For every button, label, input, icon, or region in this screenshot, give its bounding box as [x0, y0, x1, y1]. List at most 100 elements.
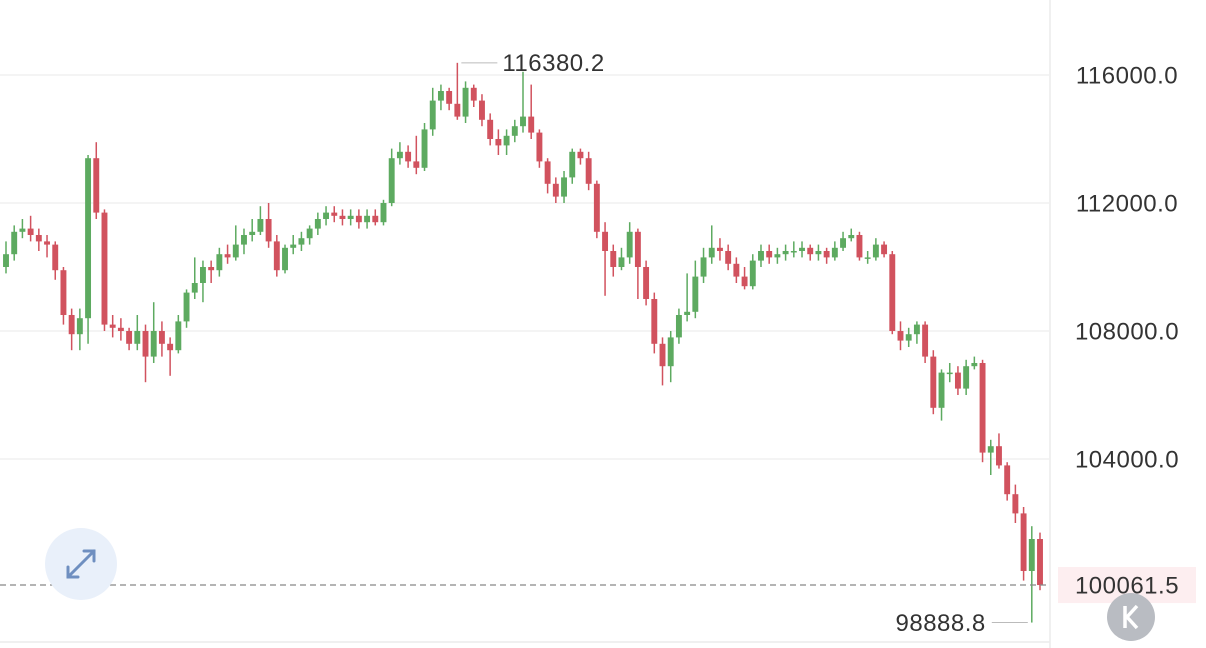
- k-button[interactable]: [1107, 593, 1155, 641]
- candle-body: [864, 257, 871, 259]
- candle-body: [905, 334, 912, 341]
- candle-body: [979, 363, 986, 453]
- candle-body: [85, 158, 92, 319]
- high-label: 116380.2: [502, 50, 604, 77]
- candle-body: [610, 251, 617, 267]
- candle-body: [454, 103, 461, 117]
- candle-body: [667, 337, 674, 367]
- candle-body: [126, 331, 133, 344]
- candle-body: [52, 244, 59, 271]
- candle-body: [290, 244, 297, 248]
- candle-body: [216, 254, 223, 271]
- candle-body: [372, 215, 379, 223]
- y-tick-label: 108000.0: [1075, 318, 1179, 345]
- candle-body: [429, 100, 436, 130]
- candle-body: [938, 372, 945, 408]
- candle-body: [380, 203, 387, 223]
- candle-body: [716, 247, 723, 251]
- candle-body: [511, 126, 518, 136]
- candle-body: [618, 257, 625, 267]
- candle-body: [987, 446, 994, 453]
- candle-body: [602, 231, 609, 251]
- candle-body: [249, 231, 256, 235]
- candle-body: [257, 219, 264, 232]
- candle-body: [774, 254, 781, 258]
- candle-body: [544, 161, 551, 184]
- candle-body: [692, 276, 699, 312]
- candle-body: [1004, 465, 1011, 495]
- candle-body: [495, 139, 502, 146]
- candle-body: [134, 331, 141, 344]
- candle-body: [790, 251, 797, 253]
- candle-body: [823, 251, 830, 258]
- candle-body: [963, 366, 970, 389]
- candle-body: [1037, 539, 1043, 586]
- candle-body: [273, 241, 280, 271]
- candle-body: [19, 228, 26, 232]
- candle-body: [840, 238, 847, 248]
- candle-body: [167, 343, 174, 351]
- candle-body: [117, 327, 124, 331]
- expand-button[interactable]: [45, 528, 117, 600]
- candle-body: [487, 119, 494, 139]
- candle-body: [1012, 494, 1019, 514]
- candle-body: [996, 446, 1002, 466]
- candle-body: [733, 263, 740, 277]
- expand-icon: [66, 549, 96, 579]
- candle-body: [364, 215, 371, 223]
- candle-body: [265, 219, 272, 242]
- y-tick-label: 104000.0: [1075, 446, 1179, 473]
- candle-body: [643, 267, 650, 299]
- candle-body: [347, 215, 354, 219]
- candle-body: [725, 251, 732, 264]
- candle-body: [224, 254, 231, 258]
- candle-body: [922, 324, 929, 357]
- candle-body: [503, 135, 510, 146]
- candle-body: [741, 276, 748, 287]
- candle-body: [413, 161, 420, 168]
- candle-body: [437, 91, 444, 101]
- candle-body: [758, 251, 764, 261]
- candle-body: [462, 87, 469, 117]
- candle-body: [158, 331, 165, 344]
- candle-body: [191, 283, 198, 293]
- candle-body: [331, 212, 338, 216]
- candle-body: [27, 228, 34, 235]
- candle-body: [626, 231, 633, 258]
- candle-body: [323, 212, 330, 219]
- candle-body: [552, 183, 559, 197]
- candle-body: [76, 318, 83, 335]
- candle-body: [577, 151, 584, 159]
- low-label: 98888.8: [896, 610, 986, 637]
- candle-body: [700, 257, 707, 277]
- candle-body: [314, 219, 321, 229]
- candle-body: [536, 132, 543, 162]
- candle-body: [11, 231, 18, 255]
- y-tick-label: 112000.0: [1076, 190, 1178, 217]
- candle-body: [479, 100, 485, 120]
- candle-body: [782, 251, 789, 255]
- candle-body: [872, 244, 879, 258]
- candle-body: [954, 372, 961, 389]
- candle-body: [183, 292, 190, 322]
- candle-body: [3, 254, 9, 267]
- candle-body: [175, 321, 182, 351]
- candle-body: [946, 372, 953, 375]
- candle-body: [1020, 513, 1027, 571]
- candle-body: [68, 315, 75, 335]
- candle-body: [306, 228, 313, 239]
- candle-body: [101, 212, 108, 325]
- candles: [3, 62, 1043, 623]
- candle-body: [897, 331, 904, 341]
- candle-body: [585, 158, 592, 184]
- k-circle[interactable]: [1107, 593, 1155, 641]
- candle-body: [889, 254, 896, 331]
- candle-body: [199, 267, 206, 283]
- candle-body: [35, 235, 42, 242]
- candle-body: [396, 151, 403, 159]
- candle-body: [651, 299, 658, 344]
